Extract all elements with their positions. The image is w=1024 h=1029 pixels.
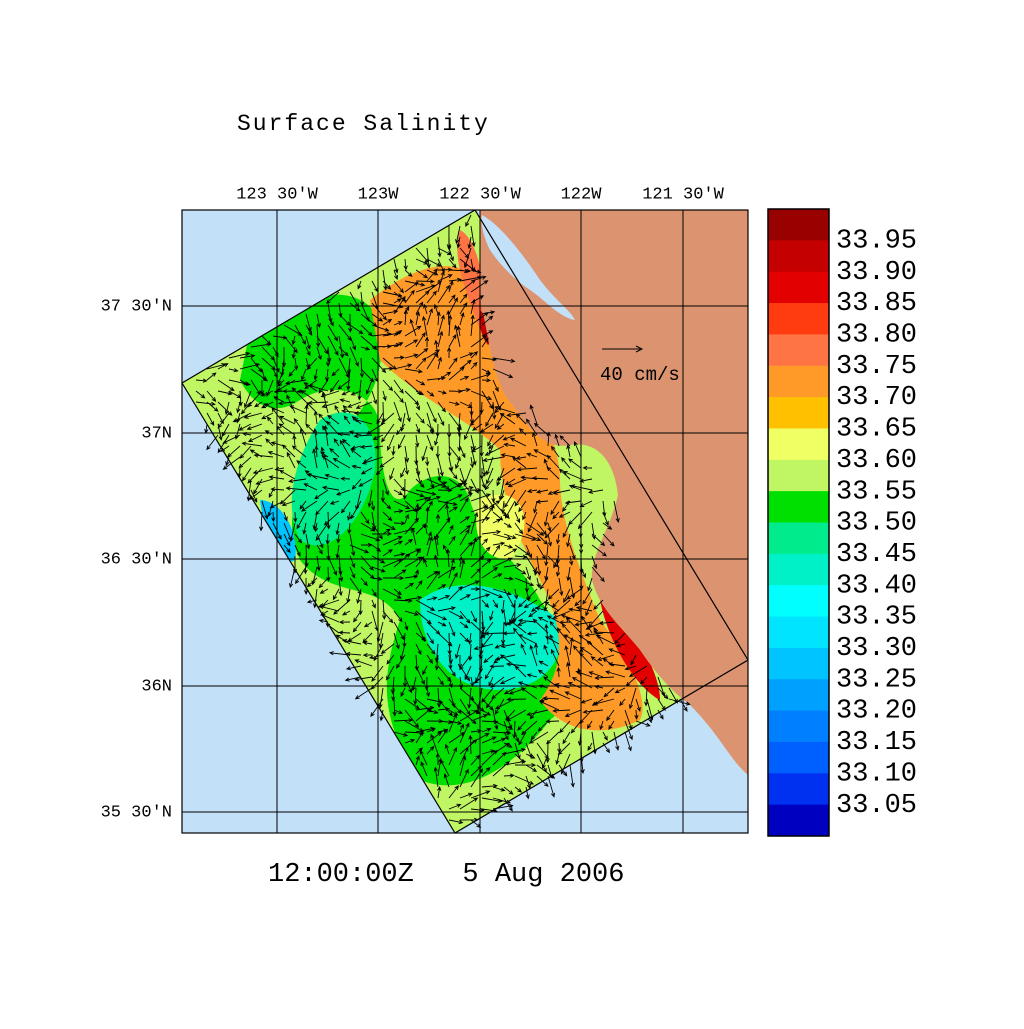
lat-label: 37 30'N [101, 297, 172, 316]
colorbar-box [768, 804, 829, 837]
colorbar-label: 33.20 [836, 697, 917, 727]
colorbar: 33.9533.9033.8533.8033.7533.7033.6533.60… [767, 208, 917, 837]
colorbar-label: 33.50 [836, 509, 917, 539]
vector-scale [602, 345, 644, 353]
colorbar-box [768, 522, 829, 555]
lon-label: 122 30'W [439, 185, 521, 204]
colorbar-label: 33.35 [836, 603, 917, 633]
colorbar-label: 33.25 [836, 665, 917, 695]
colorbar-label: 33.90 [836, 258, 917, 288]
colorbar-label: 33.70 [836, 383, 917, 413]
colorbar-label: 33.40 [836, 571, 917, 601]
colorbar-label: 33.85 [836, 289, 917, 319]
land [480, 210, 748, 775]
model-domain [182, 210, 748, 833]
colorbar-box [768, 240, 829, 273]
vector-scale-label: 40 cm/s [600, 364, 680, 386]
colorbar-label: 33.60 [836, 446, 917, 476]
colorbar-box [768, 710, 829, 743]
colorbar-box [768, 428, 829, 461]
colorbar-label: 33.15 [836, 728, 917, 758]
lat-label: 36 30'N [101, 550, 172, 569]
colorbar-box [768, 585, 829, 618]
colorbar-box [768, 491, 829, 523]
colorbar-box [768, 303, 829, 335]
title: Surface Salinity [237, 111, 490, 137]
lat-label: 35 30'N [101, 803, 172, 822]
colorbar-label: 33.95 [836, 226, 917, 256]
vector-arrows [195, 214, 691, 828]
colorbar-label: 33.10 [836, 759, 917, 789]
colorbar-label: 33.55 [836, 477, 917, 507]
bay [481, 215, 575, 320]
lon-label: 123W [358, 185, 400, 204]
colorbar-label: 33.30 [836, 634, 917, 664]
current-vectors [195, 214, 691, 828]
map-frame [181, 209, 749, 834]
colorbar-box [768, 397, 829, 429]
colorbar-box [768, 209, 829, 241]
map-area [182, 210, 748, 833]
colorbar-box [768, 679, 829, 712]
colorbar-box [768, 365, 829, 398]
lat-label: 36N [141, 677, 172, 696]
colorbar-label: 33.05 [836, 791, 917, 821]
colorbar-box [768, 741, 829, 774]
lon-label: 121 30'W [642, 185, 724, 204]
colorbar-box [768, 459, 829, 492]
colorbar-frame [767, 208, 830, 837]
graticule [182, 210, 748, 833]
lon-label: 123 30'W [236, 185, 318, 204]
colorbar-label: 33.80 [836, 321, 917, 351]
colorbar-box [768, 647, 829, 680]
colorbar-box [768, 271, 829, 304]
colorbar-box [768, 553, 829, 586]
lat-label: 37N [141, 424, 172, 443]
lon-label: 122W [561, 185, 603, 204]
colorbar-label: 33.75 [836, 352, 917, 382]
time-label: 12:00:00Z 5 Aug 2006 [268, 860, 624, 890]
colorbar-label: 33.65 [836, 415, 917, 445]
colorbar-box [768, 334, 829, 367]
colorbar-box [768, 773, 829, 806]
colorbar-label: 33.45 [836, 540, 917, 570]
colorbar-box [768, 616, 829, 649]
